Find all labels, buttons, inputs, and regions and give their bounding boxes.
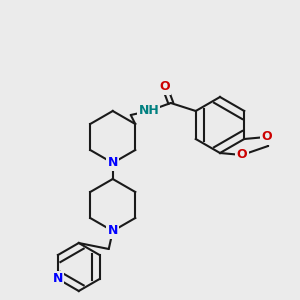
Text: N: N xyxy=(53,272,63,286)
Text: O: O xyxy=(261,130,272,143)
Text: N: N xyxy=(108,224,118,238)
Text: N: N xyxy=(108,157,118,169)
Text: NH: NH xyxy=(138,104,159,118)
Text: O: O xyxy=(159,80,170,94)
Text: O: O xyxy=(237,148,247,161)
